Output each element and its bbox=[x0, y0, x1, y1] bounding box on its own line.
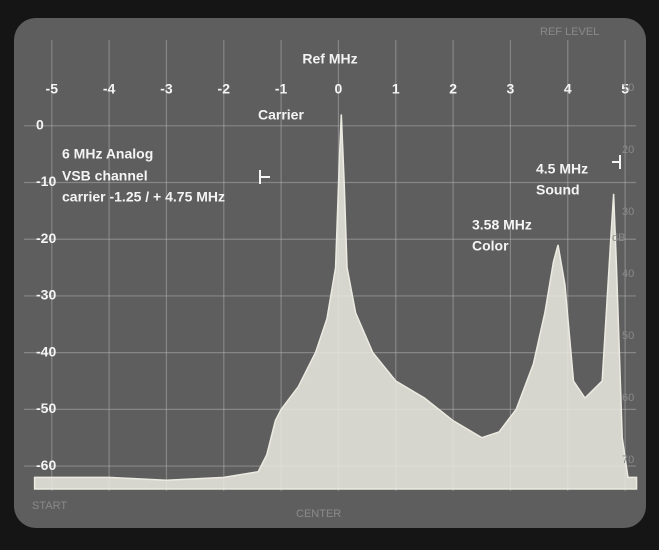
screen-label: START bbox=[32, 500, 67, 512]
annotation: Carrier bbox=[258, 107, 304, 123]
spectrum-trace bbox=[33, 114, 638, 490]
x-tick-label: -5 bbox=[46, 81, 59, 97]
x-tick-label: 5 bbox=[621, 81, 629, 97]
screen-label: dB bbox=[612, 232, 625, 244]
x-tick-label: 2 bbox=[449, 81, 457, 97]
y-tick-label: -40 bbox=[36, 343, 56, 359]
x-tick-label: -2 bbox=[218, 81, 231, 97]
y-tick-label: -20 bbox=[36, 230, 56, 246]
annotation: Sound bbox=[536, 182, 580, 198]
plot bbox=[33, 114, 638, 490]
y2-tick-label: 50 bbox=[622, 330, 634, 342]
y-tick-label: -60 bbox=[36, 457, 56, 473]
x-tick-label: 4 bbox=[564, 81, 572, 97]
band-edge-marker bbox=[259, 170, 270, 184]
y2-tick-label: 20 bbox=[622, 144, 634, 156]
band-edge-marker bbox=[612, 155, 621, 169]
y2-tick-label: 10 bbox=[622, 82, 634, 94]
screen-label: CENTER bbox=[296, 508, 341, 520]
y2-tick-label: 30 bbox=[622, 206, 634, 218]
y-tick-label: 0 bbox=[36, 117, 44, 133]
annotation: 6 MHz Analog bbox=[62, 146, 153, 162]
x-tick-label: -3 bbox=[160, 81, 173, 97]
annotation: 3.58 MHz bbox=[472, 217, 532, 233]
y-tick-label: -30 bbox=[36, 287, 56, 303]
y2-tick-label: 70 bbox=[622, 454, 634, 466]
screen bbox=[14, 18, 646, 528]
annotation: carrier -1.25 / + 4.75 MHz bbox=[62, 189, 225, 205]
annotation: Color bbox=[472, 238, 509, 254]
y2-tick-label: 60 bbox=[622, 392, 634, 404]
annotation: 4.5 MHz bbox=[536, 161, 588, 177]
y2-tick-label: 40 bbox=[622, 268, 634, 280]
annotation: VSB channel bbox=[62, 168, 148, 184]
x-tick-label: 0 bbox=[335, 81, 343, 97]
x-tick-label: -1 bbox=[275, 81, 288, 97]
x-axis-label: Ref MHz bbox=[302, 51, 357, 67]
x-tick-label: -4 bbox=[103, 81, 116, 97]
y-tick-label: -10 bbox=[36, 173, 56, 189]
x-tick-label: 1 bbox=[392, 81, 400, 97]
y-tick-label: -50 bbox=[36, 400, 56, 416]
screen-label: REF LEVEL bbox=[540, 26, 599, 38]
x-tick-label: 3 bbox=[507, 81, 515, 97]
